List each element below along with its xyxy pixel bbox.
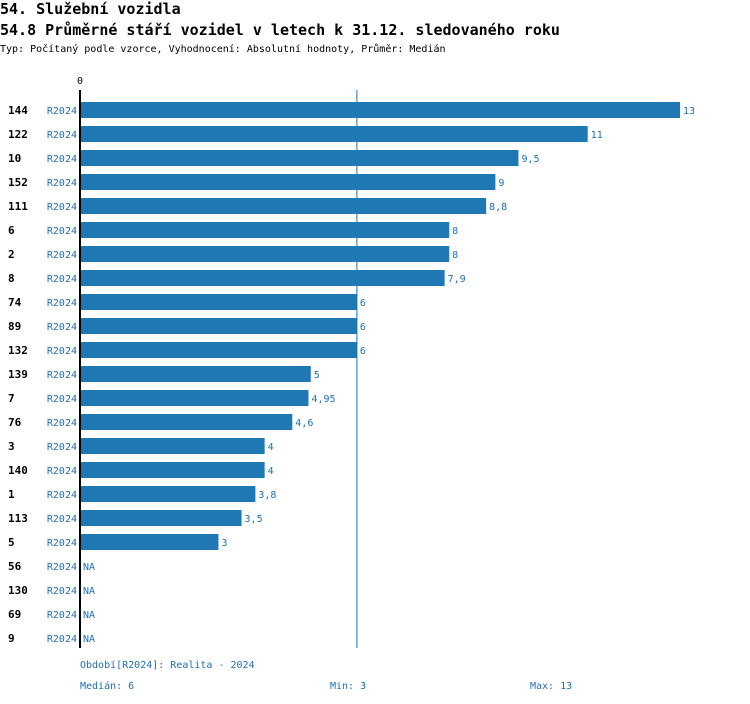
series-label: R2024: [47, 394, 77, 405]
value-label: 8,8: [489, 202, 507, 213]
category-label: 140: [8, 464, 28, 477]
bar: [80, 366, 311, 382]
bar: [80, 246, 450, 262]
series-label: R2024: [47, 490, 77, 501]
value-label: 3,5: [245, 514, 263, 525]
series-label: R2024: [47, 466, 77, 477]
bar: [80, 342, 357, 358]
category-label: 139: [8, 368, 28, 381]
category-label: 113: [8, 512, 28, 525]
category-label: 74: [8, 296, 22, 309]
value-label: 3,8: [258, 490, 276, 501]
bar: [80, 510, 242, 526]
category-label: 130: [8, 584, 28, 597]
value-label: 8: [452, 226, 458, 237]
value-label: NA: [83, 634, 95, 645]
category-label: 89: [8, 320, 21, 333]
series-label: R2024: [47, 370, 77, 381]
category-label: 56: [8, 560, 22, 573]
bar: [80, 318, 357, 334]
bar: [80, 198, 487, 214]
value-label: 6: [360, 322, 366, 333]
series-label: R2024: [47, 106, 77, 117]
category-label: 3: [8, 440, 15, 453]
value-label: 6: [360, 298, 366, 309]
value-label: 8: [452, 250, 458, 261]
series-label: R2024: [47, 298, 77, 309]
category-label: 144: [8, 104, 28, 117]
bar: [80, 534, 219, 550]
series-label: R2024: [47, 442, 77, 453]
value-label: NA: [83, 586, 95, 597]
series-label: R2024: [47, 250, 77, 261]
series-label: R2024: [47, 634, 77, 645]
series-label: R2024: [47, 610, 77, 621]
category-label: 122: [8, 128, 28, 141]
value-label: NA: [83, 610, 95, 621]
category-label: 10: [8, 152, 21, 165]
series-label: R2024: [47, 274, 77, 285]
category-label: 76: [8, 416, 22, 429]
bar: [80, 462, 265, 478]
category-label: 111: [8, 200, 28, 213]
value-label: 11: [591, 130, 603, 141]
chart-subtitle: Typ: Počítaný podle vzorce, Vyhodnocení:…: [0, 44, 446, 55]
bar: [80, 150, 519, 166]
bar: [80, 414, 293, 430]
value-label: 9: [498, 178, 504, 189]
bar: [80, 222, 450, 238]
value-label: 4: [268, 466, 274, 477]
category-label: 1: [8, 488, 15, 501]
category-label: 7: [8, 392, 15, 405]
series-label: R2024: [47, 562, 77, 573]
series-label: R2024: [47, 178, 77, 189]
max-stat: Max: 13: [530, 681, 573, 692]
value-label: NA: [83, 562, 95, 573]
chart-title: 54.8 Průměrné stáří vozidel v letech k 3…: [0, 21, 560, 39]
bar: [80, 270, 445, 286]
value-label: 7,9: [448, 274, 466, 285]
value-label: 13: [683, 106, 695, 117]
section-title: 54. Služební vozidla: [0, 0, 181, 18]
category-label: 2: [8, 248, 15, 261]
series-label: R2024: [47, 202, 77, 213]
bar: [80, 390, 309, 406]
category-label: 69: [8, 608, 21, 621]
bar: [80, 174, 496, 190]
value-label: 4,95: [311, 394, 335, 405]
value-label: 9,5: [521, 154, 539, 165]
bar: [80, 294, 357, 310]
min-stat: Min: 3: [330, 681, 367, 692]
median-stat: Medián: 6: [80, 681, 135, 692]
axis-zero-label: 0: [77, 76, 83, 87]
bar: [80, 438, 265, 454]
series-label: R2024: [47, 226, 77, 237]
value-label: 6: [360, 346, 366, 357]
value-label: 3: [221, 538, 227, 549]
series-label: R2024: [47, 130, 77, 141]
series-label: R2024: [47, 514, 77, 525]
series-label: R2024: [47, 346, 77, 357]
category-label: 152: [8, 176, 28, 189]
series-label: R2024: [47, 586, 77, 597]
value-label: 4,6: [295, 418, 313, 429]
series-label: R2024: [47, 418, 77, 429]
category-label: 5: [8, 536, 15, 549]
series-label: R2024: [47, 538, 77, 549]
series-label: R2024: [47, 322, 77, 333]
series-label: R2024: [47, 154, 77, 165]
category-label: 9: [8, 632, 15, 645]
period-legend: Období[R2024]: Realita - 2024: [80, 660, 255, 671]
category-label: 132: [8, 344, 28, 357]
bar: [80, 102, 680, 118]
category-label: 8: [8, 272, 15, 285]
value-label: 5: [314, 370, 320, 381]
bar: [80, 126, 588, 142]
bar: [80, 486, 256, 502]
category-label: 6: [8, 224, 15, 237]
value-label: 4: [268, 442, 274, 453]
